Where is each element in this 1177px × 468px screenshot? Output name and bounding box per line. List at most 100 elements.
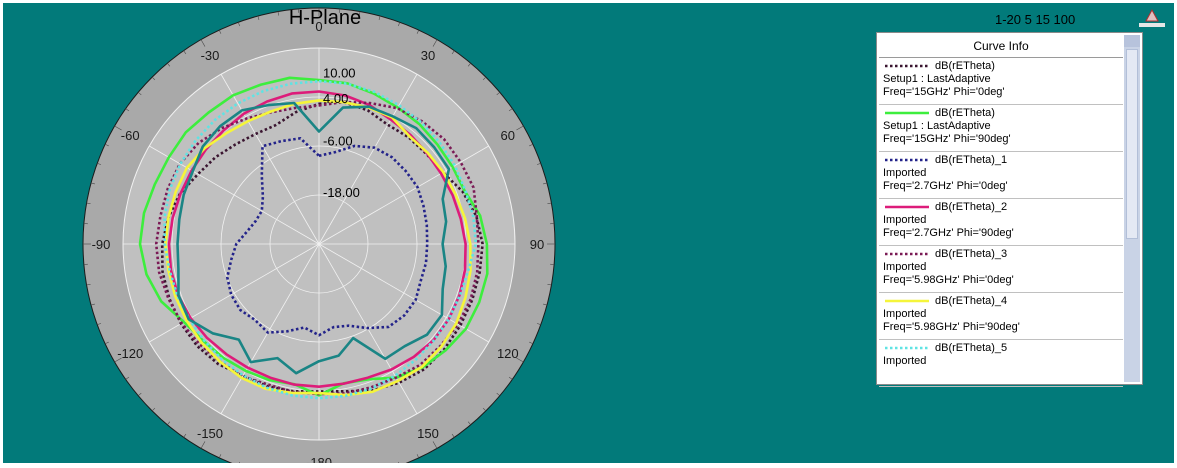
angle-minor-tick	[358, 11, 361, 16]
angle-tick-label: 150	[417, 426, 439, 441]
legend-series-source: Imported	[883, 214, 927, 226]
legend-series-params: Freq='2.7GHz' Phi='90deg'	[883, 227, 1014, 239]
scroll-thumb[interactable]	[1126, 49, 1138, 239]
angle-minor-tick	[90, 182, 95, 185]
angle-tick-label: 120	[497, 346, 519, 361]
plot-title: H-Plane	[288, 7, 362, 29]
angle-minor-tick	[398, 22, 400, 27]
angle-minor-tick	[200, 39, 206, 47]
angle-tick-label: -120	[117, 346, 143, 361]
angle-tick-label: -30	[201, 48, 220, 63]
angle-minor-tick	[90, 303, 95, 306]
angle-tick-label: 60	[501, 128, 515, 143]
legend-entry[interactable]: dB(rETheta) Setup1 : LastAdaptive Freq='15…	[879, 105, 1123, 152]
angle-minor-tick	[97, 163, 102, 165]
angle-tick-label: 30	[421, 48, 435, 63]
angle-minor-tick	[114, 357, 122, 363]
series-line-2	[226, 137, 429, 337]
legend-entry[interactable]: dB(rETheta)_2 Imported Freq='2.7GHz' Phi='…	[879, 199, 1123, 246]
legend-series-name: dB(rETheta)_4	[935, 295, 1008, 307]
polar-plot[interactable]: 0 30 60 90 120 150 -180 -150 -120 -90 -60 -30 10.00 4…	[3, 3, 1174, 463]
spoke-line	[318, 74, 418, 245]
angle-minor-tick	[114, 125, 122, 131]
legend-series-name: dB(rETheta)_1	[935, 154, 1008, 166]
angle-minor-tick	[543, 303, 548, 306]
angle-minor-tick	[151, 76, 156, 81]
angle-minor-tick	[508, 108, 513, 112]
angle-minor-tick	[86, 202, 91, 205]
spoke-line	[318, 145, 489, 245]
angle-minor-tick	[238, 461, 240, 463]
angle-minor-tick	[104, 143, 109, 147]
legend-entry[interactable]: dB(rETheta)_1 Imported Freq='2.7GHz' Phi='…	[879, 152, 1123, 199]
legend-series-params: Freq='15GHz' Phi='90deg'	[883, 133, 1011, 145]
angle-minor-tick	[482, 407, 487, 412]
angle-minor-tick	[529, 341, 534, 345]
angle-minor-tick	[218, 454, 222, 459]
angle-minor-tick	[138, 392, 142, 396]
angle-minor-tick	[167, 421, 171, 425]
angle-minor-tick	[482, 76, 487, 81]
legend-series-source: Imported	[883, 308, 927, 320]
legend-swatch	[885, 346, 929, 350]
angle-minor-tick	[516, 125, 524, 131]
angle-minor-tick	[138, 92, 142, 96]
curve-info-header: Curve Info	[879, 35, 1123, 58]
angle-minor-tick	[151, 407, 156, 412]
legend-entry[interactable]: dB(rETheta)_3 Imported Freq='5.98GHz' Phi=…	[879, 246, 1123, 293]
app-window: 0 30 60 90 120 150 -180 -150 -120 -90 -60 -30 10.00 4…	[3, 3, 1174, 463]
angle-minor-tick	[432, 39, 438, 47]
angle-tick-label: 0	[315, 19, 322, 34]
angle-minor-tick	[451, 433, 455, 438]
angle-minor-tick	[432, 441, 438, 449]
angle-minor-tick	[529, 143, 534, 147]
angle-minor-tick	[238, 22, 240, 27]
angle-minor-tick	[125, 108, 130, 112]
legend-series-name: dB(rETheta)_2	[935, 201, 1008, 213]
spoke-line	[220, 74, 320, 245]
legend-swatch	[885, 252, 929, 256]
legend-swatch	[885, 111, 929, 115]
angle-minor-tick	[467, 63, 471, 67]
curve-info-panel[interactable]: Curve Info dB(rETheta) Setup1 : LastAdapt…	[876, 32, 1143, 387]
radial-tick-label: 10.00	[323, 66, 356, 81]
legend-scrollbar[interactable]	[1124, 35, 1140, 382]
legend-entry[interactable]: dB(rETheta)_5 Imported	[879, 340, 1123, 387]
legend-series-params: Freq='5.98GHz' Phi='90deg'	[883, 321, 1020, 333]
angle-minor-tick	[218, 29, 222, 34]
legend-swatch	[885, 205, 929, 209]
angle-minor-tick	[277, 11, 280, 16]
spoke-line	[220, 243, 320, 414]
angle-minor-tick	[516, 357, 524, 363]
spoke-line	[318, 243, 489, 343]
angle-tick-label: -180	[306, 455, 332, 463]
legend-series-name: dB(rETheta)	[935, 60, 995, 72]
radial-tick-label: -6.00	[323, 134, 353, 149]
angle-minor-tick	[547, 202, 552, 205]
angle-tick-label: -90	[92, 237, 111, 252]
legend-entry[interactable]: dB(rETheta)_4 Imported Freq='5.98GHz' Phi=…	[879, 293, 1123, 340]
legend-series-params: Freq='2.7GHz' Phi='0deg'	[883, 180, 1008, 192]
angle-minor-tick	[183, 50, 187, 55]
legend-swatch	[885, 64, 929, 68]
angle-tick-label: -60	[121, 128, 140, 143]
angle-minor-tick	[467, 421, 471, 425]
angle-minor-tick	[378, 15, 381, 20]
legend-series-source: Setup1 : LastAdaptive	[883, 73, 991, 85]
settings-readout: 1-20 5 15 100	[995, 12, 1076, 27]
legend-entry[interactable]: dB(rETheta) Setup1 : LastAdaptive Freq='15…	[879, 58, 1123, 105]
angle-minor-tick	[97, 323, 102, 325]
angle-minor-tick	[536, 323, 541, 325]
series-line-7	[176, 101, 451, 375]
spoke-line	[149, 243, 320, 343]
angle-minor-tick	[257, 15, 260, 20]
scroll-up-arrow-icon[interactable]	[1124, 35, 1140, 47]
angle-minor-tick	[167, 63, 171, 67]
ansoft-logo-icon	[1139, 8, 1165, 27]
angle-tick-label: 90	[530, 237, 544, 252]
angle-minor-tick	[86, 283, 91, 286]
legend-series-source: Imported	[883, 167, 927, 179]
angle-minor-tick	[398, 461, 400, 463]
angle-minor-tick	[536, 163, 541, 165]
angle-minor-tick	[547, 283, 552, 286]
